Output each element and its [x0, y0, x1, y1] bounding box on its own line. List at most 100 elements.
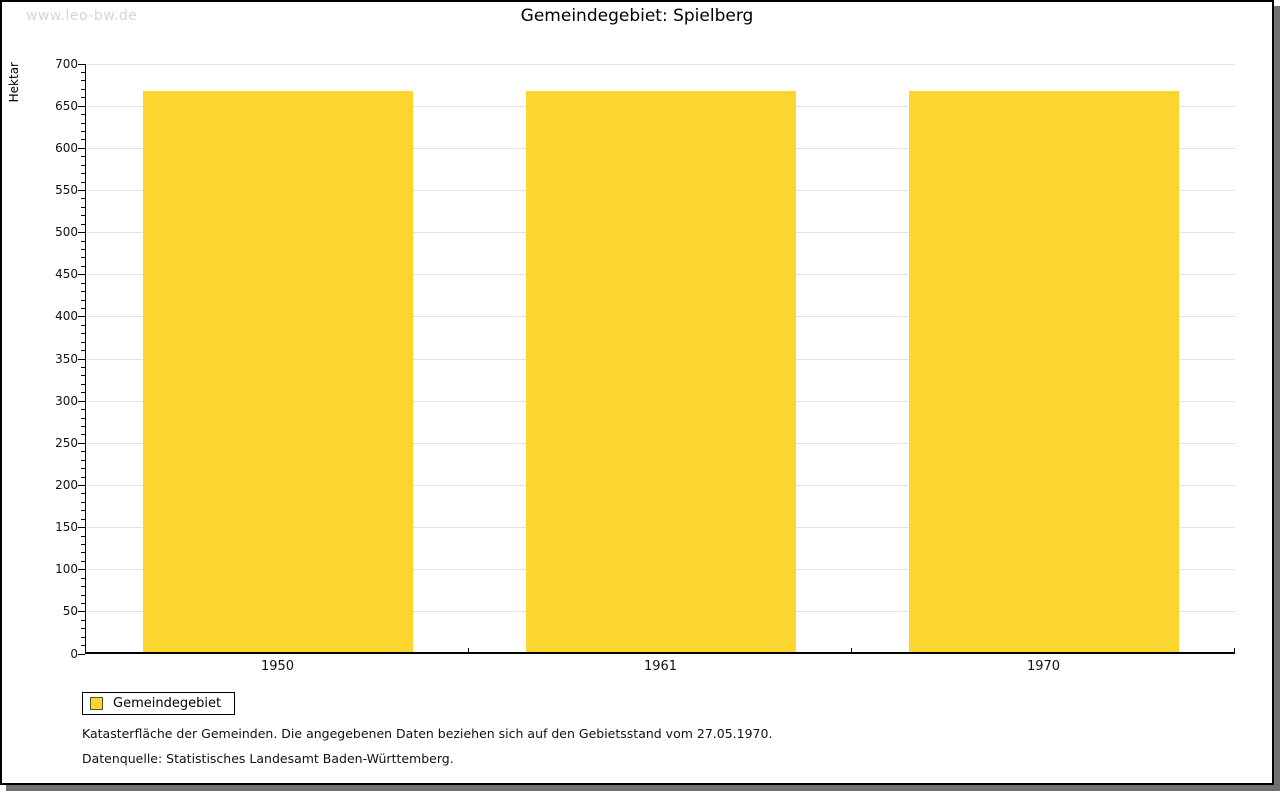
y-tick-label: 350: [55, 351, 78, 366]
y-minor-tick: [81, 392, 85, 394]
y-tick-label: 400: [55, 309, 78, 324]
x-axis-label: 1961: [643, 659, 678, 674]
y-minor-tick: [81, 375, 85, 377]
y-minor-tick: [81, 577, 85, 579]
y-major-tick: [78, 358, 85, 360]
y-minor-tick: [81, 257, 85, 259]
y-minor-tick: [81, 248, 85, 250]
y-minor-tick: [81, 518, 85, 520]
y-minor-tick: [81, 130, 85, 132]
y-minor-tick: [81, 535, 85, 537]
y-minor-tick: [81, 510, 85, 512]
y-minor-tick: [81, 366, 85, 368]
y-minor-tick: [81, 114, 85, 116]
y-minor-tick: [81, 291, 85, 293]
y-minor-tick: [81, 350, 85, 352]
y-minor-tick: [81, 560, 85, 562]
y-minor-tick: [81, 425, 85, 427]
plot-area: 0 50 100 150 200 250 300 350 400 450 500 550 600 650 7…: [55, 57, 1235, 674]
y-minor-tick: [81, 645, 85, 647]
legend: Gemeindegebiet: [82, 692, 236, 715]
y-tick-label: 0: [70, 646, 78, 661]
bar-1950: [142, 90, 413, 652]
y-minor-tick: [81, 265, 85, 267]
y-major-tick: [78, 569, 85, 571]
y-minor-tick: [81, 80, 85, 82]
y-minor-tick: [81, 628, 85, 630]
y-minor-tick: [81, 88, 85, 90]
bar-1970: [908, 90, 1179, 652]
y-axis-title: Hektar: [7, 62, 21, 103]
y-tick-label: 550: [55, 182, 78, 197]
watermark-url: www.leo-bw.de: [26, 8, 138, 24]
y-minor-tick: [81, 619, 85, 621]
footnote-source-note: Katasterfläche der Gemeinden. Die angege…: [82, 726, 773, 741]
y-major-tick: [78, 105, 85, 107]
y-minor-tick: [81, 164, 85, 166]
y-major-tick: [78, 147, 85, 149]
y-minor-tick: [81, 409, 85, 411]
y-minor-tick: [81, 333, 85, 335]
bar-1961: [525, 90, 796, 652]
y-minor-tick: [81, 206, 85, 208]
y-minor-tick: [81, 223, 85, 225]
y-tick-label: 450: [55, 267, 78, 282]
y-minor-tick: [81, 341, 85, 343]
y-tick-label: 150: [55, 520, 78, 535]
y-minor-tick: [81, 198, 85, 200]
y-minor-tick: [81, 451, 85, 453]
y-minor-tick: [81, 139, 85, 141]
y-tick-label: 500: [55, 225, 78, 240]
y-minor-tick: [81, 156, 85, 158]
y-minor-tick: [81, 307, 85, 309]
x-axis-label: 1950: [260, 659, 295, 674]
y-tick-label: 600: [55, 140, 78, 155]
y-minor-tick: [81, 181, 85, 183]
y-major-tick: [78, 400, 85, 402]
y-tick-label: 50: [62, 604, 78, 619]
y-major-tick: [78, 316, 85, 318]
y-tick-label: 300: [55, 393, 78, 408]
y-minor-tick: [81, 417, 85, 419]
x-boundary-tick: [468, 648, 469, 654]
legend-swatch-icon: [90, 697, 103, 710]
y-gridline: [86, 63, 1235, 65]
y-minor-tick: [81, 324, 85, 326]
footnote-data-source: Datenquelle: Statistisches Landesamt Bad…: [82, 751, 454, 766]
y-major-tick: [78, 653, 85, 655]
y-major-tick: [78, 442, 85, 444]
x-axis-label: 1970: [1026, 659, 1061, 674]
y-major-tick: [78, 189, 85, 191]
y-minor-tick: [81, 552, 85, 554]
y-tick-label: 650: [55, 98, 78, 113]
y-minor-tick: [81, 282, 85, 284]
y-tick-label: 100: [55, 562, 78, 577]
y-minor-tick: [81, 240, 85, 242]
y-major-tick: [78, 611, 85, 613]
y-minor-tick: [81, 299, 85, 301]
y-minor-tick: [81, 476, 85, 478]
legend-label: Gemeindegebiet: [113, 696, 222, 711]
x-boundary-tick: [851, 648, 852, 654]
y-minor-tick: [81, 459, 85, 461]
y-minor-tick: [81, 383, 85, 385]
y-minor-tick: [81, 215, 85, 217]
y-minor-tick: [81, 543, 85, 545]
y-minor-tick: [81, 173, 85, 175]
y-minor-tick: [81, 586, 85, 588]
y-minor-tick: [81, 493, 85, 495]
y-tick-label: 200: [55, 477, 78, 492]
y-minor-tick: [81, 602, 85, 604]
y-minor-tick: [81, 434, 85, 436]
y-minor-tick: [81, 97, 85, 99]
chart-title: Gemeindegebiet: Spielberg: [520, 6, 754, 26]
y-minor-tick: [81, 468, 85, 470]
y-minor-tick: [81, 636, 85, 638]
y-major-tick: [78, 232, 85, 234]
x-boundary-tick: [1234, 648, 1235, 654]
y-minor-tick: [81, 71, 85, 73]
y-minor-tick: [81, 122, 85, 124]
y-major-tick: [78, 484, 85, 486]
